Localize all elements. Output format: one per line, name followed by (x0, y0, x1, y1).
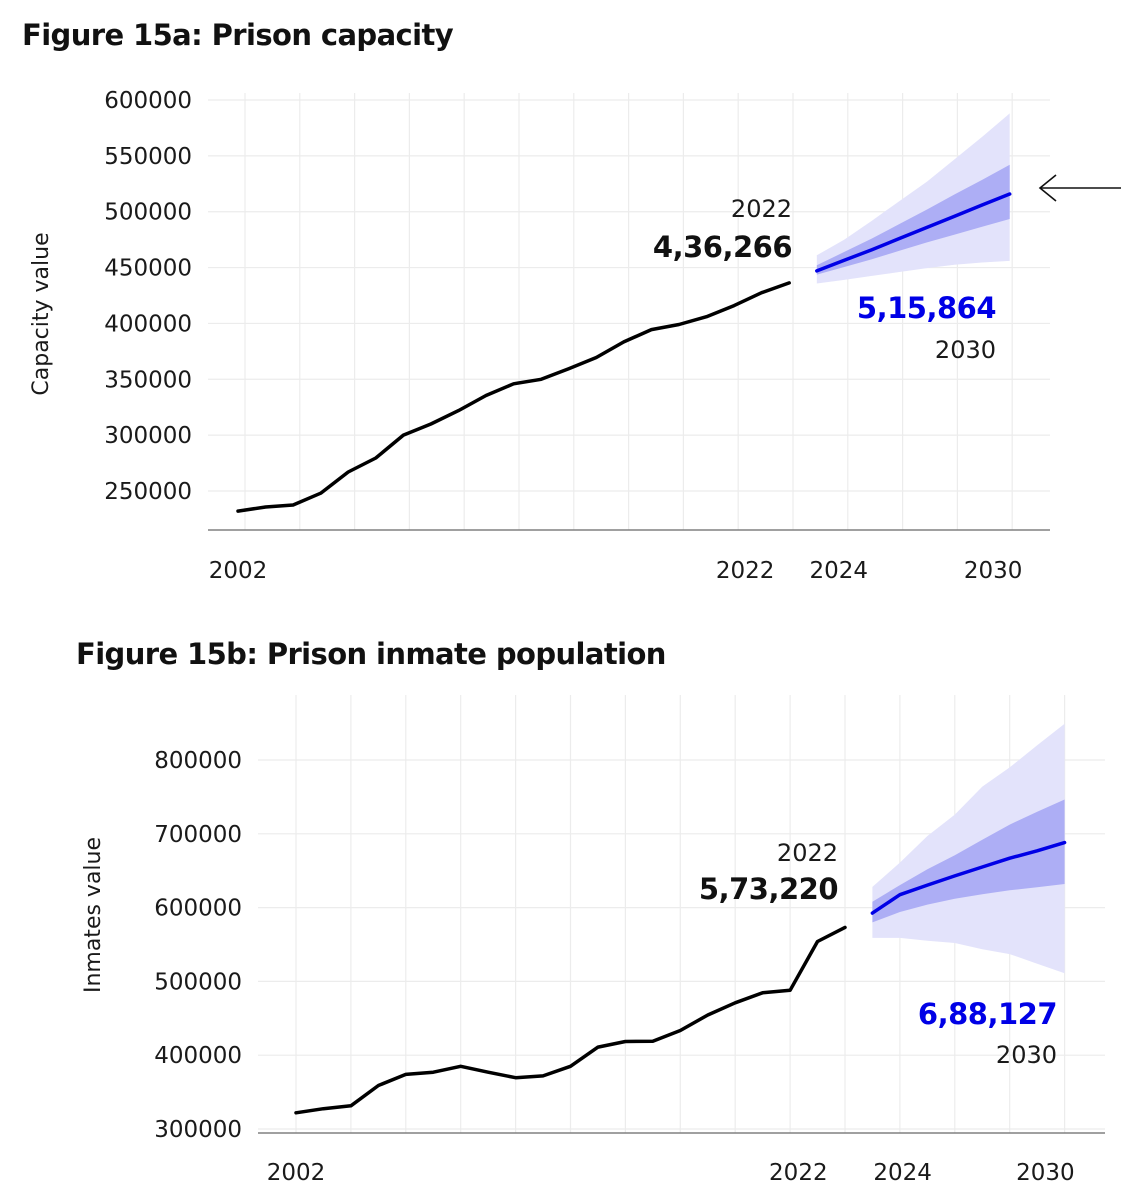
forecast-inner-interval (816, 164, 1010, 275)
capacity-lines (236, 192, 1012, 513)
y-tick-label: 550000 (104, 144, 192, 170)
x-tick-label: 2022 (716, 558, 775, 584)
y-tick-label: 600000 (154, 896, 242, 922)
inmates-lines (294, 840, 1067, 1115)
capacity-forecast-bands (816, 113, 1010, 284)
x-tick-label: 2024 (873, 1160, 932, 1186)
inmates-last-value-label: 5,73,220 (699, 872, 838, 906)
capacity-chart: Figure 15a: Prison capacity 600000 550000… (22, 18, 1121, 584)
x-tick-label: 2030 (964, 558, 1023, 584)
forecast-inner-interval (872, 799, 1065, 923)
capacity-gridlines (208, 93, 1050, 531)
x-tick-label: 2030 (1016, 1160, 1075, 1186)
forecast-outer-interval (816, 113, 1010, 284)
y-tick-label: 400000 (104, 311, 192, 337)
capacity-forecast-year-label: 2030 (935, 336, 996, 364)
capacity-y-axis-title: Capacity value (29, 232, 54, 395)
y-tick-label: 700000 (154, 822, 242, 848)
y-tick-label: 600000 (104, 88, 192, 114)
forecast-line (815, 192, 1012, 273)
x-tick-label: 2002 (267, 1160, 326, 1186)
inmates-forecast-value-label: 6,88,127 (918, 997, 1057, 1031)
inmates-y-axis-title: Inmates value (81, 837, 106, 993)
y-tick-label: 800000 (154, 748, 242, 774)
y-tick-label: 450000 (104, 256, 192, 282)
forecast-line (870, 840, 1067, 915)
y-tick-label: 400000 (154, 1043, 242, 1069)
x-tick-label: 2022 (769, 1160, 828, 1186)
y-tick-label: 300000 (154, 1117, 242, 1143)
capacity-last-value-label: 4,36,266 (653, 230, 792, 264)
y-tick-label: 500000 (104, 200, 192, 226)
left-arrow-icon (1038, 174, 1121, 202)
y-tick-label: 300000 (104, 423, 192, 449)
inmates-chart-title: Figure 15b: Prison inmate population (76, 637, 666, 671)
y-tick-label: 250000 (104, 479, 192, 505)
inmates-ticks: 800000 700000 600000 500000 400000 300000 2002… (154, 748, 1074, 1186)
capacity-last-year-label: 2022 (731, 195, 792, 223)
inmates-forecast-year-label: 2030 (996, 1041, 1057, 1069)
capacity-ticks: 600000 550000 500000 450000 400000 350000 3000… (104, 88, 1022, 584)
capacity-forecast-value-label: 5,15,864 (857, 291, 996, 325)
historical-line (294, 925, 847, 1115)
y-tick-label: 350000 (104, 367, 192, 393)
inmates-last-year-label: 2022 (777, 839, 838, 867)
inmates-chart: Figure 15b: Prison inmate population 800… (76, 637, 1105, 1186)
x-tick-label: 2024 (810, 558, 869, 584)
historical-line (236, 281, 791, 513)
capacity-chart-title: Figure 15a: Prison capacity (22, 18, 454, 52)
y-tick-label: 500000 (154, 969, 242, 995)
x-tick-label: 2002 (209, 558, 268, 584)
inmates-forecast-bands (872, 723, 1065, 974)
